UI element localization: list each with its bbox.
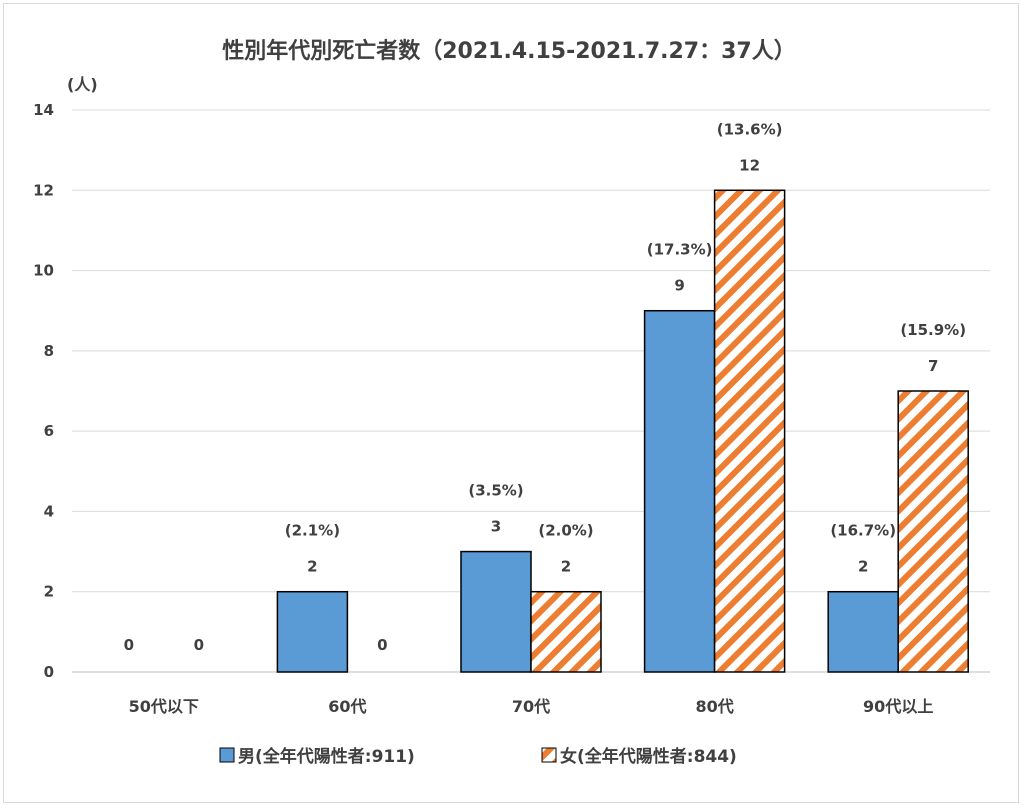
legend-swatch-female bbox=[541, 747, 557, 763]
x-category-label: 70代 bbox=[512, 697, 550, 716]
bar-female bbox=[530, 590, 602, 673]
data-label-value: 9 bbox=[674, 277, 684, 295]
data-label-percent: (13.6%) bbox=[717, 120, 783, 138]
data-label-value: 7 bbox=[928, 357, 938, 375]
bar-chart: 性別年代別死亡者数（2021.4.15-2021.7.27：37人） (人) 0… bbox=[33, 38, 990, 767]
data-label-percent: (2.0%) bbox=[538, 522, 593, 540]
bar-male bbox=[643, 309, 716, 673]
x-category-label: 80代 bbox=[695, 697, 733, 716]
y-tick-label: 8 bbox=[44, 342, 54, 360]
data-label-value: 0 bbox=[377, 636, 387, 654]
bar-female bbox=[897, 390, 969, 673]
legend-label-female: 女(全年代陽性者:844) bbox=[560, 746, 737, 767]
y-tick-label: 4 bbox=[44, 502, 54, 520]
y-tick-label: 12 bbox=[33, 181, 54, 199]
y-axis-unit-label: (人) bbox=[67, 75, 98, 94]
data-label-value: 0 bbox=[194, 636, 204, 654]
chart-title: 性別年代別死亡者数（2021.4.15-2021.7.27：37人） bbox=[222, 38, 795, 64]
data-label-value: 3 bbox=[491, 518, 501, 536]
data-label-percent: (17.3%) bbox=[647, 241, 713, 259]
data-label-percent: (3.5%) bbox=[468, 482, 523, 500]
x-category-label: 60代 bbox=[328, 697, 366, 716]
bar-male bbox=[827, 590, 899, 673]
bars bbox=[276, 189, 969, 673]
y-tick-label: 0 bbox=[44, 663, 54, 681]
data-label-value: 2 bbox=[561, 558, 571, 576]
data-label-value: 2 bbox=[858, 558, 868, 576]
legend: 男(全年代陽性者:911) 女(全年代陽性者:844) bbox=[219, 746, 737, 767]
data-label-value: 2 bbox=[307, 558, 317, 576]
data-labels: 0 0 2 (2.1%) 0 3 (3.5%) 2 (2.0%) 9 (17.3%) 12 (13.6%… bbox=[124, 120, 966, 654]
data-label-value: 0 bbox=[124, 636, 134, 654]
data-label-percent: (2.1%) bbox=[285, 522, 340, 540]
legend-swatch-male bbox=[219, 747, 235, 763]
data-label-value: 12 bbox=[739, 156, 760, 174]
bar-male bbox=[276, 590, 349, 673]
x-category-label: 50代以下 bbox=[129, 697, 199, 716]
bar-female bbox=[713, 189, 786, 673]
data-label-percent: (16.7%) bbox=[830, 522, 896, 540]
gridlines bbox=[72, 109, 990, 673]
y-tick-label: 6 bbox=[44, 422, 54, 440]
chart-frame: 性別年代別死亡者数（2021.4.15-2021.7.27：37人） (人) 0… bbox=[3, 3, 1019, 803]
bar-male bbox=[460, 550, 532, 673]
y-tick-label: 10 bbox=[33, 262, 54, 280]
y-tick-label: 2 bbox=[44, 583, 54, 601]
y-axis-ticks: 0 2 4 6 8 10 12 14 bbox=[33, 101, 54, 681]
x-category-label: 90代以上 bbox=[863, 697, 933, 716]
y-tick-label: 14 bbox=[33, 101, 54, 119]
data-label-percent: (15.9%) bbox=[900, 321, 966, 339]
legend-label-male: 男(全年代陽性者:911) bbox=[238, 746, 415, 767]
x-axis-categories: 50代以下 60代 70代 80代 90代以上 bbox=[129, 697, 934, 716]
